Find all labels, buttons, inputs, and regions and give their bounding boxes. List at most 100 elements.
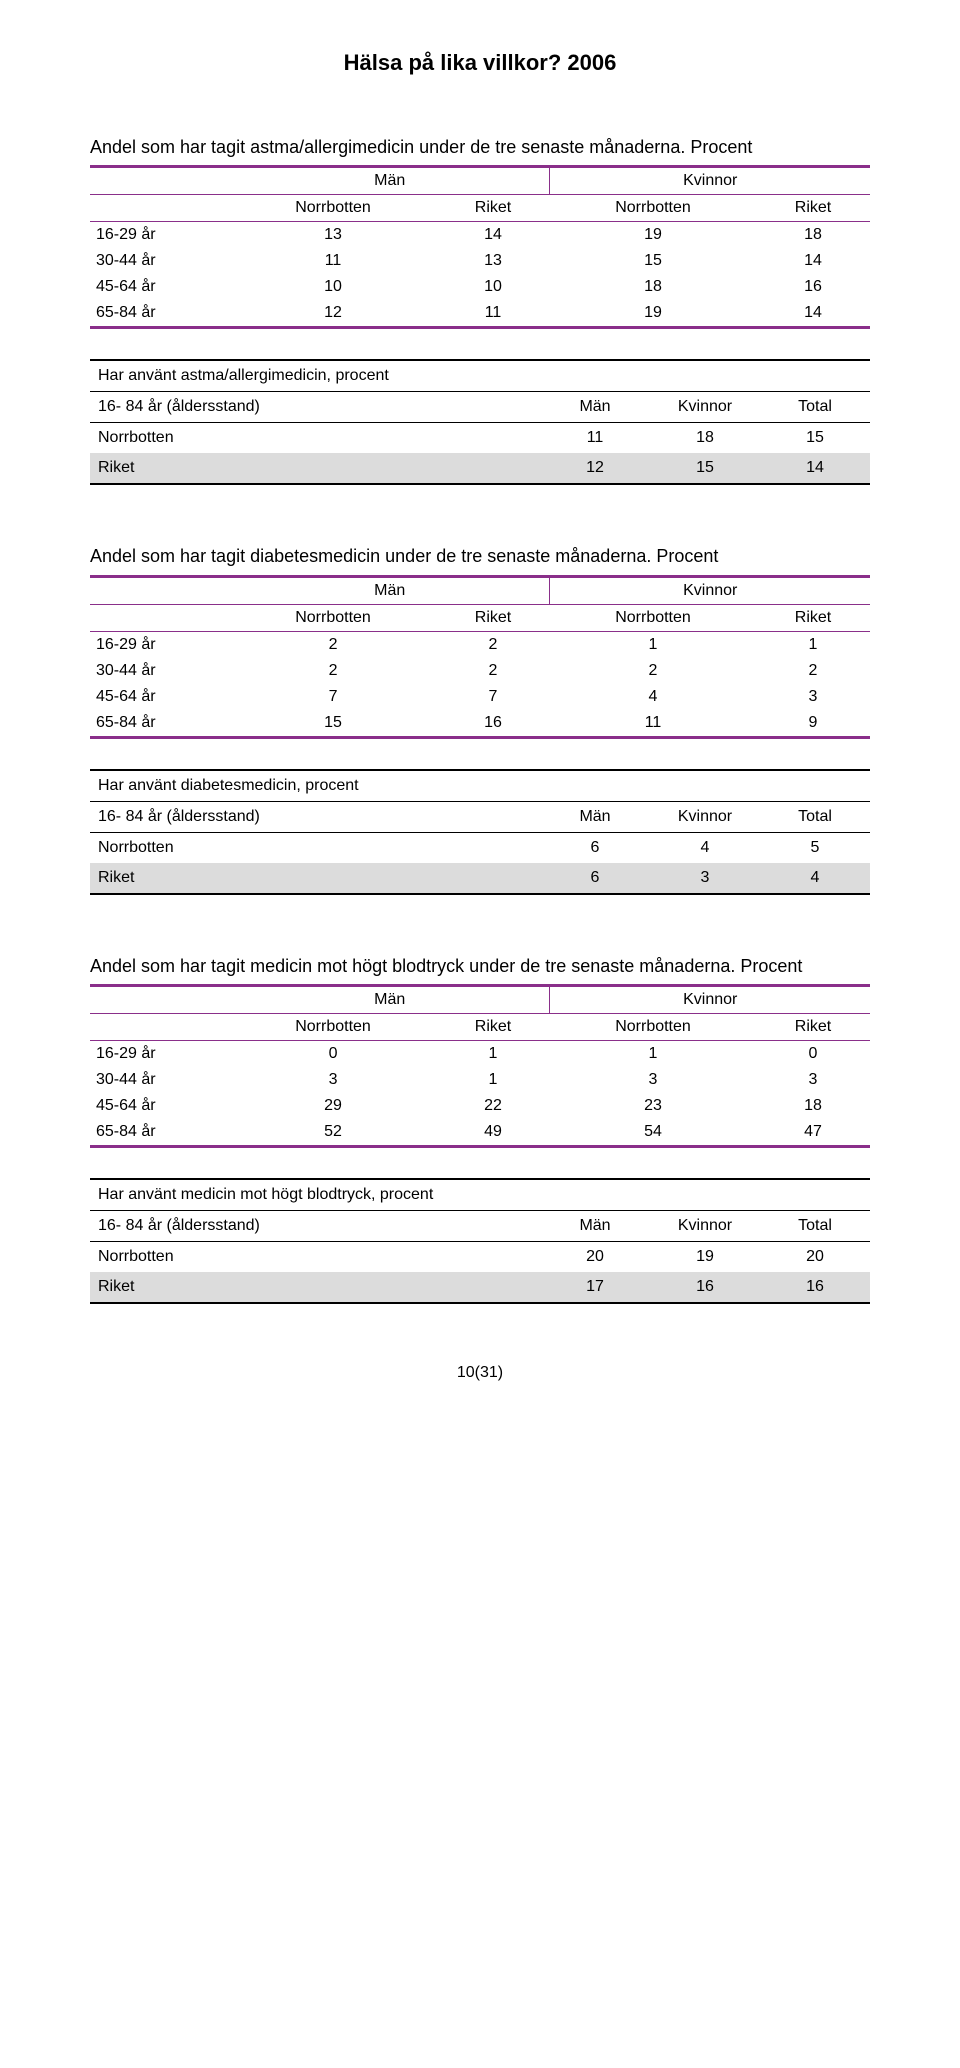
col-riket: Riket — [756, 604, 870, 631]
cell: 54 — [550, 1119, 756, 1147]
cell: 14 — [756, 248, 870, 274]
cell: 11 — [550, 710, 756, 738]
col-men: Män — [540, 1211, 650, 1242]
age-label: 65-84 år — [90, 1119, 230, 1147]
col-total: Total — [760, 392, 870, 423]
cell: 2 — [230, 631, 436, 658]
page-footer: 10(31) — [90, 1364, 870, 1382]
age-label: 65-84 år — [90, 710, 230, 738]
cell: 3 — [650, 863, 760, 894]
col-men: Män — [230, 986, 550, 1014]
cell: 49 — [436, 1119, 550, 1147]
col-women: Kvinnor — [550, 167, 870, 195]
table-row: Riket121514 — [90, 453, 870, 484]
cell: 22 — [436, 1093, 550, 1119]
cell: 1 — [756, 631, 870, 658]
cell: 14 — [436, 222, 550, 249]
cell: 3 — [756, 684, 870, 710]
age-table-blodtryck: Män Kvinnor Norrbotten Riket Norrbotten … — [90, 984, 870, 1148]
cell: 0 — [756, 1041, 870, 1068]
table-row: Riket171616 — [90, 1272, 870, 1303]
age-label: 45-64 år — [90, 274, 230, 300]
cell: 47 — [756, 1119, 870, 1147]
summary-title: Har använt medicin mot högt blodtryck, p… — [90, 1179, 650, 1211]
cell: 14 — [756, 300, 870, 328]
col-total: Total — [760, 1211, 870, 1242]
age-label: 65-84 år — [90, 300, 230, 328]
cell: 1 — [436, 1041, 550, 1068]
cell: 12 — [230, 300, 436, 328]
col-women: Kvinnor — [650, 1211, 760, 1242]
doc-title: Hälsa på lika villkor? 2006 — [90, 50, 870, 76]
age-label: 30-44 år — [90, 1067, 230, 1093]
cell: 15 — [760, 423, 870, 454]
col-riket: Riket — [436, 604, 550, 631]
col-women: Kvinnor — [650, 801, 760, 832]
cell: 18 — [756, 222, 870, 249]
cell: 52 — [230, 1119, 436, 1147]
table-row: Norrbotten201920 — [90, 1242, 870, 1273]
cell: 19 — [650, 1242, 760, 1273]
row-label: Riket — [90, 453, 540, 484]
cell: 6 — [540, 832, 650, 863]
age-std-label: 16- 84 år (åldersstand) — [90, 392, 540, 423]
cell: 2 — [756, 658, 870, 684]
cell: 0 — [230, 1041, 436, 1068]
section-intro: Andel som har tagit medicin mot högt blo… — [90, 955, 870, 978]
table-row: 16-29 år0110 — [90, 1041, 870, 1068]
table-row: 45-64 år7743 — [90, 684, 870, 710]
age-label: 16-29 år — [90, 631, 230, 658]
age-std-label: 16- 84 år (åldersstand) — [90, 801, 540, 832]
cell: 2 — [230, 658, 436, 684]
table-row: 45-64 år29222318 — [90, 1093, 870, 1119]
table-row: 45-64 år10101816 — [90, 274, 870, 300]
col-nb: Norrbotten — [230, 1014, 436, 1041]
col-women: Kvinnor — [550, 576, 870, 604]
cell: 20 — [540, 1242, 650, 1273]
cell: 13 — [230, 222, 436, 249]
table-row: Norrbotten111815 — [90, 423, 870, 454]
col-total: Total — [760, 801, 870, 832]
age-label: 30-44 år — [90, 658, 230, 684]
col-riket: Riket — [436, 1014, 550, 1041]
cell: 17 — [540, 1272, 650, 1303]
cell: 3 — [756, 1067, 870, 1093]
cell: 19 — [550, 222, 756, 249]
cell: 16 — [650, 1272, 760, 1303]
cell: 5 — [760, 832, 870, 863]
row-label: Riket — [90, 1272, 540, 1303]
cell: 16 — [436, 710, 550, 738]
cell: 3 — [550, 1067, 756, 1093]
cell: 1 — [436, 1067, 550, 1093]
cell: 29 — [230, 1093, 436, 1119]
table-row: 65-84 år52495447 — [90, 1119, 870, 1147]
col-men: Män — [230, 576, 550, 604]
summary-table-blodtryck: Har använt medicin mot högt blodtryck, p… — [90, 1178, 870, 1304]
table-row: Riket634 — [90, 863, 870, 894]
summary-table-diabetes: Har använt diabetesmedicin, procent 16- … — [90, 769, 870, 895]
row-label: Norrbotten — [90, 423, 540, 454]
cell: 13 — [436, 248, 550, 274]
age-table-diabetes: Män Kvinnor Norrbotten Riket Norrbotten … — [90, 575, 870, 739]
summary-table-astma: Har använt astma/allergimedicin, procent… — [90, 359, 870, 485]
col-men: Män — [540, 392, 650, 423]
cell: 4 — [760, 863, 870, 894]
age-table-astma: Män Kvinnor Norrbotten Riket Norrbotten … — [90, 165, 870, 329]
col-men: Män — [230, 167, 550, 195]
cell: 2 — [550, 658, 756, 684]
col-men: Män — [540, 801, 650, 832]
cell: 18 — [550, 274, 756, 300]
col-women: Kvinnor — [650, 392, 760, 423]
table-row: 30-44 år2222 — [90, 658, 870, 684]
summary-title: Har använt astma/allergimedicin, procent — [90, 360, 650, 392]
table-row: 65-84 år12111914 — [90, 300, 870, 328]
cell: 15 — [230, 710, 436, 738]
cell: 3 — [230, 1067, 436, 1093]
col-riket: Riket — [756, 195, 870, 222]
age-label: 30-44 år — [90, 248, 230, 274]
section-intro: Andel som har tagit diabetesmedicin unde… — [90, 545, 870, 568]
col-women: Kvinnor — [550, 986, 870, 1014]
age-std-label: 16- 84 år (åldersstand) — [90, 1211, 540, 1242]
row-label: Norrbotten — [90, 832, 540, 863]
cell: 16 — [760, 1272, 870, 1303]
